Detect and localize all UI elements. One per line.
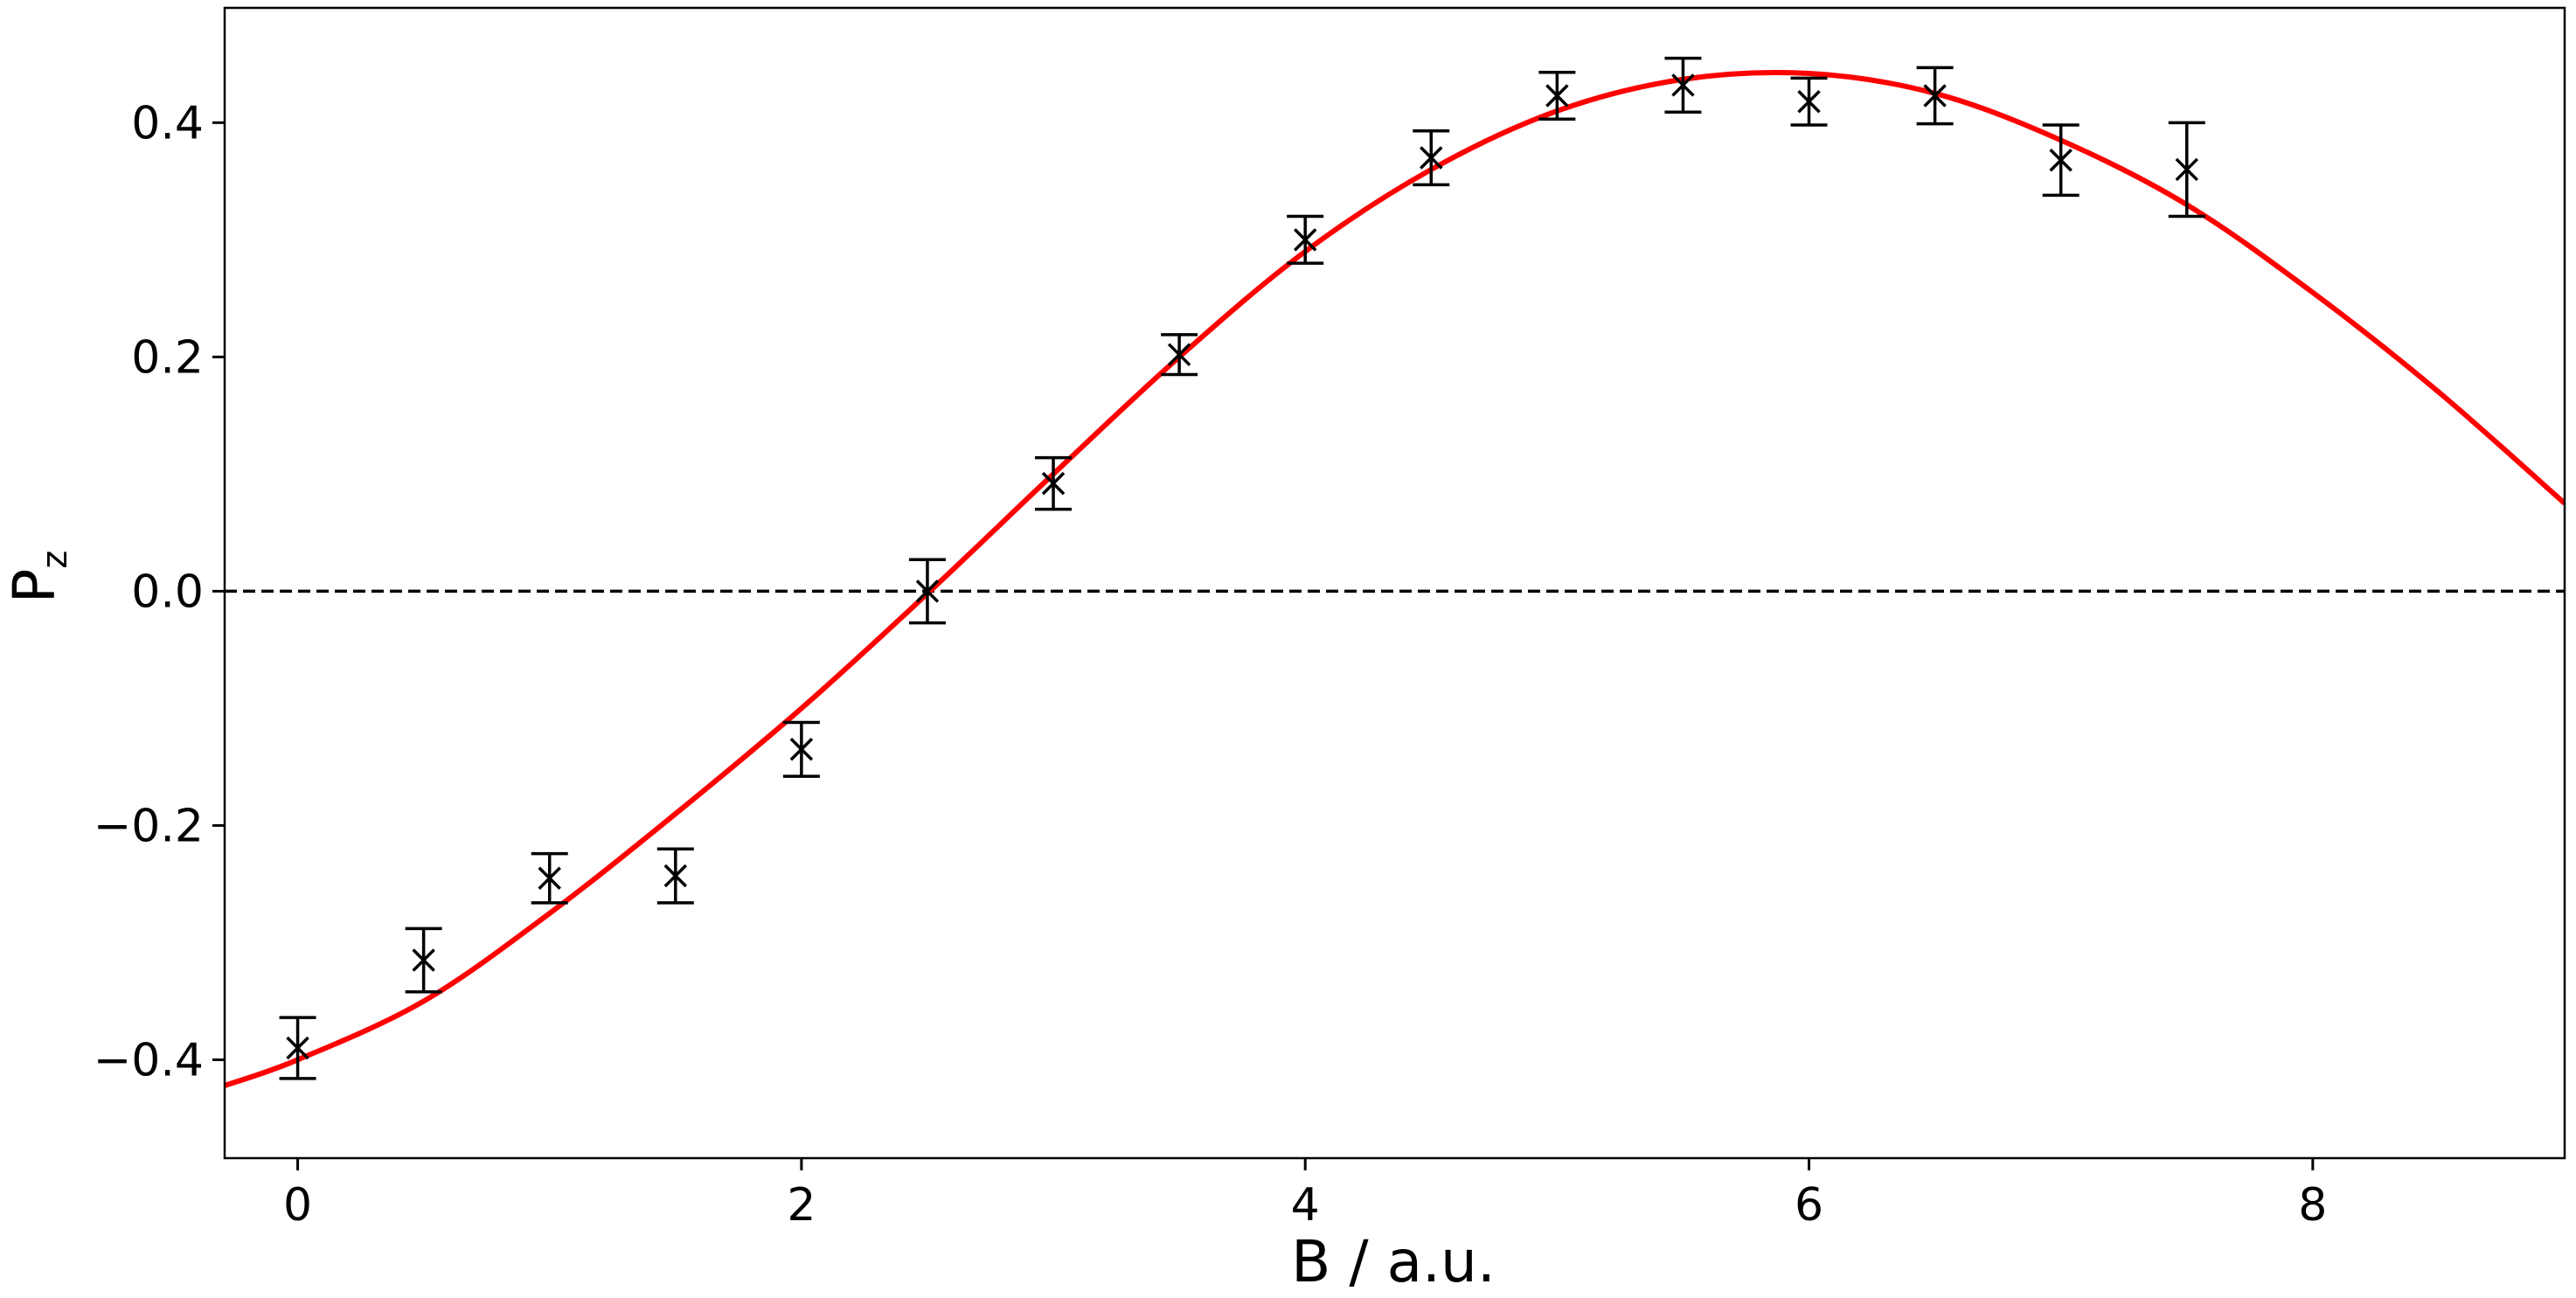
- marker: [789, 738, 814, 761]
- y-axis-label-main: P: [1, 569, 68, 604]
- marker: [1293, 228, 1317, 252]
- marker: [1545, 84, 1569, 108]
- plot-frame: [223, 6, 2566, 1160]
- marker: [2049, 148, 2073, 172]
- marker: [412, 948, 435, 972]
- marker: [286, 1036, 309, 1060]
- marker: [1041, 471, 1066, 496]
- y-tick-label: 0.0: [131, 566, 204, 618]
- marker: [915, 580, 940, 603]
- x-tick-label: 4: [1291, 1179, 1320, 1232]
- y-tick-label: −0.2: [94, 800, 204, 852]
- marker: [1923, 84, 1947, 108]
- marker: [2175, 157, 2198, 182]
- y-axis-label: Pz: [1, 551, 75, 604]
- y-axis-label-subscript: z: [35, 551, 75, 569]
- y-tick-label: −0.4: [94, 1034, 204, 1086]
- x-tick-label: 8: [2298, 1179, 2327, 1232]
- y-tick-label: 0.2: [131, 331, 204, 384]
- fit-line: [225, 69, 2565, 1088]
- x-axis-label: B / a.u.: [1291, 1228, 1496, 1295]
- x-tick-label: 0: [283, 1179, 312, 1232]
- marker: [1420, 146, 1443, 170]
- x-tick-label: 2: [787, 1179, 816, 1232]
- marker: [1167, 343, 1191, 366]
- y-tick-label: 0.4: [131, 97, 204, 149]
- x-tick-label: 6: [1795, 1179, 1823, 1232]
- marker: [663, 864, 688, 888]
- marker: [1797, 89, 1821, 114]
- marker: [538, 866, 561, 890]
- marker: [1671, 73, 1695, 97]
